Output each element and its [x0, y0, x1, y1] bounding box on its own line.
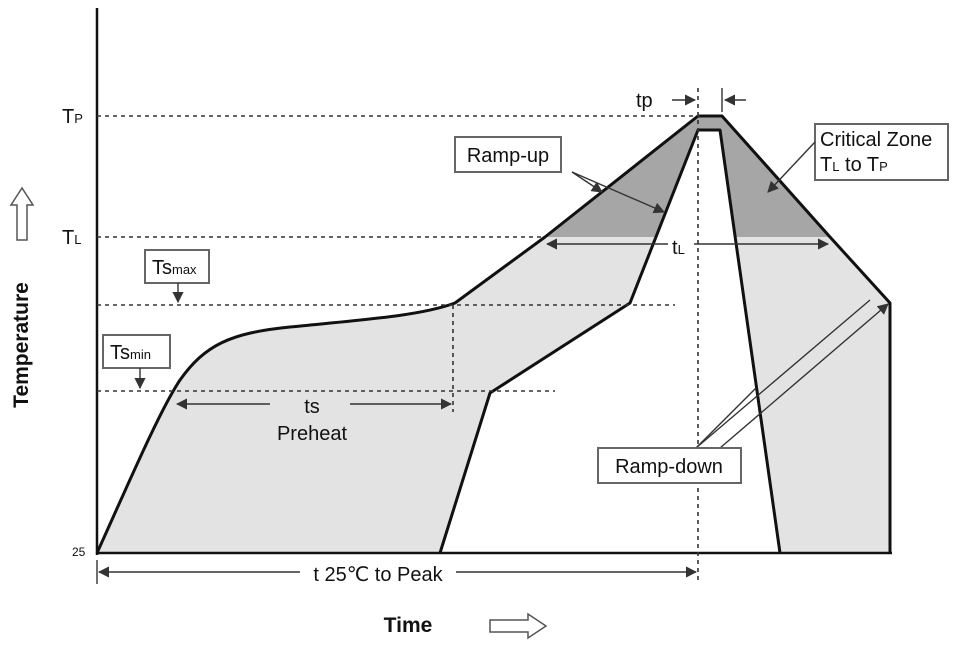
ramp-up-label: Ramp-up — [467, 145, 549, 167]
tp-label: TP — [62, 106, 83, 128]
tl-time-base: t — [672, 237, 678, 259]
tsmax-base: Ts — [152, 257, 172, 279]
tsmin-label: Tsmin — [110, 342, 151, 364]
critical-zone-line1: Critical Zone — [820, 129, 932, 151]
tsmax-label: Tsmax — [152, 257, 197, 279]
ramp-down-label: Ramp-down — [615, 456, 723, 478]
cz-part: T — [820, 154, 832, 176]
x-axis-title: Time — [384, 614, 433, 637]
ramp-down-pointer-a — [695, 387, 757, 449]
critical-zone-box — [814, 123, 949, 181]
critical-zone-line2: TL to TP — [820, 154, 888, 176]
x-axis-arrow — [489, 612, 548, 640]
tsmin-sub: min — [130, 347, 151, 362]
cz-part: L — [832, 159, 839, 174]
y-axis-arrow — [9, 186, 35, 241]
ramp-down-box — [597, 447, 742, 484]
tl-base: T — [62, 227, 74, 249]
tp-width-label: tp — [636, 90, 653, 112]
ramp-down-pointer-b — [719, 303, 889, 449]
time-to-peak-label: t 25℃ to Peak — [313, 564, 443, 586]
y-axis-title: Temperature — [10, 282, 33, 408]
ramp-up-box — [454, 136, 562, 173]
ramp-up-pointer-2 — [571, 171, 603, 193]
inner-outline — [438, 128, 782, 554]
tsmax-box — [144, 249, 210, 284]
origin-label: 25 — [72, 545, 86, 559]
ramp-down-pointer-c — [695, 299, 871, 449]
tsmin-box — [102, 334, 171, 369]
cz-part: P — [879, 159, 888, 174]
preheat-label: Preheat — [277, 423, 347, 445]
tsmin-base: Ts — [110, 342, 130, 364]
tl-sub: L — [74, 232, 81, 247]
profile-outline — [95, 114, 892, 554]
tl-label: TL — [62, 227, 81, 249]
tsmax-sub: max — [172, 262, 197, 277]
tp-base: T — [62, 106, 74, 128]
ts-label: ts — [304, 396, 320, 418]
tp-sub: P — [74, 111, 83, 126]
ramp-up-pointer-1 — [571, 171, 666, 214]
cz-part: to T — [839, 154, 879, 176]
critical-zone-pointer — [767, 141, 816, 193]
tl-time-sub: L — [678, 242, 685, 257]
tl-time-label: tL — [672, 237, 685, 259]
